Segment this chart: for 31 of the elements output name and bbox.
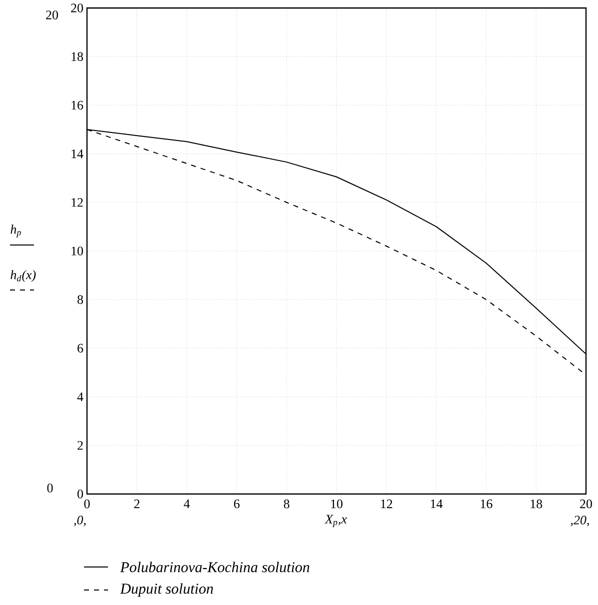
y-tick-label: 4 (77, 392, 84, 402)
y-tick-label: 0 (78, 490, 83, 498)
y-tick-label: 2 (78, 441, 83, 450)
x-tick-label: 18 (530, 500, 542, 508)
x-axis-title: X$_{p}$,x (324, 514, 347, 528)
x-tick-label: 2 (134, 500, 140, 508)
x-tick-label: 8 (284, 500, 290, 508)
x-tick-label: 4 (184, 500, 190, 508)
text: 0 (47, 484, 53, 492)
text: h$_{p}$ (10, 224, 21, 238)
y-tick-label: 20 (71, 4, 83, 12)
text: h$_{d}$(x) (10, 270, 36, 282)
y-tick-label: 10 (72, 246, 83, 256)
legend-label: Dupuit solution (120, 583, 213, 597)
y-tick-label: 14 (72, 150, 84, 158)
legend-label: Polubarinova-Kochina solution (120, 562, 310, 572)
x-tick-label: 6 (234, 500, 240, 508)
x-tick-label: 10 (331, 500, 342, 508)
text: 20 (46, 10, 58, 20)
x-tick-label: 16 (480, 500, 492, 508)
text: ,0, (74, 516, 86, 526)
y-tick-label: 16 (72, 100, 84, 110)
y-tick-label: 18 (72, 52, 83, 61)
x-tick-label: 0 (84, 500, 90, 508)
y-tick-label: 8 (78, 295, 83, 304)
x-tick-label: 20 (580, 500, 592, 508)
x-tick-label: 12 (381, 500, 392, 508)
text: ,20, (570, 516, 589, 526)
x-tick-label: 14 (430, 500, 443, 508)
y-tick-label: 12 (72, 198, 83, 207)
y-tick-label: 6 (78, 344, 84, 353)
